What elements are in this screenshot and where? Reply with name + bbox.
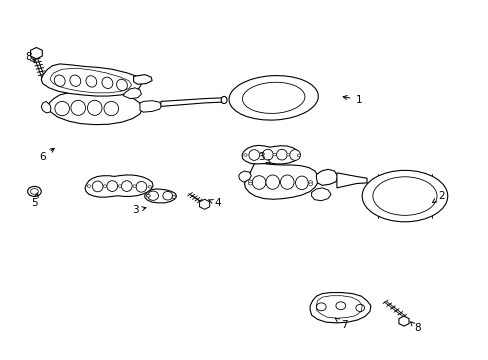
Ellipse shape — [308, 181, 312, 184]
Ellipse shape — [265, 175, 279, 189]
Polygon shape — [309, 293, 370, 323]
Polygon shape — [199, 199, 209, 209]
Polygon shape — [238, 171, 251, 182]
Ellipse shape — [116, 79, 127, 91]
Ellipse shape — [28, 186, 41, 197]
Ellipse shape — [272, 153, 276, 156]
Ellipse shape — [242, 82, 305, 113]
Ellipse shape — [163, 192, 172, 200]
Text: 1: 1 — [343, 95, 361, 105]
Ellipse shape — [248, 150, 259, 160]
Ellipse shape — [248, 180, 252, 183]
Ellipse shape — [289, 150, 300, 160]
Polygon shape — [47, 91, 142, 125]
Text: 2: 2 — [432, 191, 444, 203]
Ellipse shape — [262, 149, 273, 160]
Ellipse shape — [87, 185, 90, 187]
Ellipse shape — [86, 76, 97, 87]
Polygon shape — [140, 101, 162, 112]
Ellipse shape — [308, 183, 312, 186]
Ellipse shape — [121, 181, 132, 192]
Ellipse shape — [92, 181, 103, 192]
Ellipse shape — [133, 185, 136, 187]
Ellipse shape — [146, 194, 150, 197]
Ellipse shape — [70, 75, 81, 86]
Ellipse shape — [87, 100, 102, 115]
Polygon shape — [41, 102, 51, 113]
Polygon shape — [242, 145, 300, 164]
Ellipse shape — [147, 191, 158, 201]
Ellipse shape — [280, 175, 293, 189]
Text: 6: 6 — [40, 148, 54, 162]
Polygon shape — [311, 188, 330, 201]
Text: 3: 3 — [132, 205, 145, 215]
Ellipse shape — [286, 153, 289, 156]
Polygon shape — [144, 189, 176, 203]
Ellipse shape — [244, 154, 246, 156]
Ellipse shape — [316, 303, 325, 311]
Ellipse shape — [228, 76, 318, 120]
Ellipse shape — [55, 102, 69, 116]
Polygon shape — [30, 48, 42, 59]
Ellipse shape — [252, 176, 265, 189]
Ellipse shape — [295, 176, 307, 190]
Ellipse shape — [335, 302, 345, 310]
Ellipse shape — [297, 154, 300, 157]
Ellipse shape — [248, 182, 252, 185]
Text: 4: 4 — [208, 198, 221, 208]
Ellipse shape — [30, 189, 38, 194]
Polygon shape — [123, 88, 141, 99]
Text: 8: 8 — [25, 52, 35, 62]
Ellipse shape — [372, 177, 436, 215]
Text: 3: 3 — [258, 152, 270, 163]
Polygon shape — [161, 98, 222, 107]
Text: 5: 5 — [31, 193, 38, 208]
Text: 8: 8 — [410, 322, 420, 333]
Ellipse shape — [104, 102, 118, 116]
Ellipse shape — [148, 185, 151, 188]
Ellipse shape — [118, 185, 122, 187]
Ellipse shape — [102, 77, 113, 89]
Polygon shape — [133, 75, 152, 84]
Polygon shape — [336, 173, 366, 188]
Ellipse shape — [259, 153, 262, 156]
Polygon shape — [41, 64, 141, 96]
Ellipse shape — [221, 96, 226, 104]
Polygon shape — [244, 163, 318, 199]
Ellipse shape — [136, 181, 146, 192]
Text: 7: 7 — [335, 318, 347, 330]
Ellipse shape — [71, 100, 85, 115]
Ellipse shape — [107, 181, 117, 192]
Ellipse shape — [362, 170, 447, 222]
Polygon shape — [398, 316, 408, 326]
Ellipse shape — [103, 185, 106, 187]
Ellipse shape — [172, 196, 176, 199]
Polygon shape — [316, 169, 337, 185]
Ellipse shape — [355, 304, 364, 311]
Polygon shape — [85, 175, 153, 197]
Ellipse shape — [54, 75, 65, 86]
Ellipse shape — [276, 149, 287, 160]
